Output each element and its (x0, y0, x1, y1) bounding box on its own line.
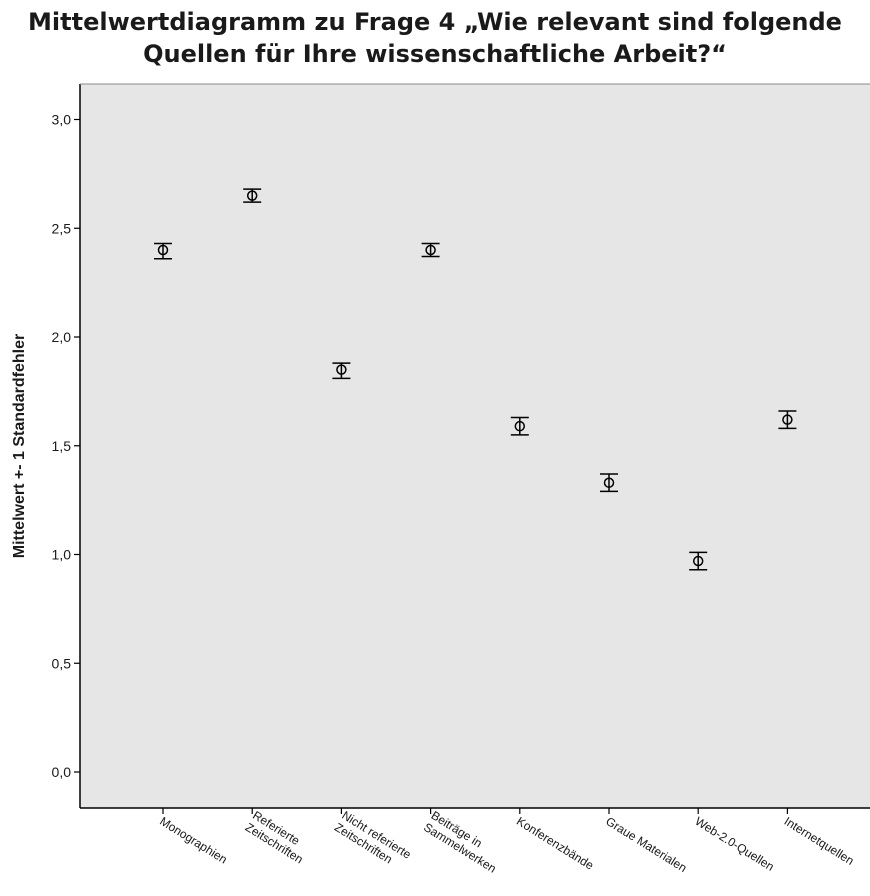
chart-title: Mittelwertdiagramm zu Frage 4 „Wie relev… (0, 6, 870, 70)
y-tick-label: 3,0 (52, 112, 72, 128)
error-bar-point (778, 410, 797, 430)
y-tick-label: 1,0 (52, 547, 72, 563)
x-category-label-line: Web-2.0-Quellen (692, 814, 776, 874)
chart-title-line-1: Mittelwertdiagramm zu Frage 4 „Wie relev… (28, 8, 842, 36)
x-category-label-line: Monographien (157, 814, 229, 867)
mean-marker (336, 364, 347, 375)
error-bar-point (243, 188, 262, 203)
chart-title-line-2: Quellen für Ihre wissenschaftliche Arbei… (143, 40, 727, 68)
error-bar-point (154, 242, 172, 260)
error-bar-point (600, 473, 618, 493)
error-bar-point (332, 362, 351, 380)
x-category-label-line: Internetquellen (782, 814, 857, 868)
mean-marker (514, 420, 526, 432)
error-bar-point (421, 242, 440, 258)
mean-marker (157, 244, 169, 256)
error-bar-point (689, 551, 708, 571)
y-tick-label: 1,5 (52, 438, 72, 454)
mean-marker (692, 555, 704, 567)
x-category-label: Konferenzbände (514, 814, 596, 873)
mean-marker (425, 244, 436, 256)
x-category-label: Monographien (157, 814, 229, 867)
x-category-label: Graue Materialen (603, 814, 689, 875)
y-tick-label: 0,0 (52, 764, 72, 780)
mean-marker (603, 477, 615, 488)
mean-marker (246, 190, 258, 201)
x-category-label-line: Konferenzbände (514, 814, 596, 873)
y-tick-label: 0,5 (52, 655, 72, 671)
y-tick-label: 2,5 (52, 220, 72, 236)
x-category-label-line: Graue Materialen (603, 814, 689, 875)
x-category-label: Web-2.0-Quellen (692, 814, 776, 874)
y-tick-label: 2,0 (52, 329, 72, 345)
y-axis-label: Mittelwert +- 1 Standardfehler (11, 334, 28, 559)
mean-marker (782, 414, 793, 425)
x-category-label: Internetquellen (782, 814, 857, 868)
plot-area (80, 84, 870, 808)
error-bar-point (510, 416, 529, 436)
